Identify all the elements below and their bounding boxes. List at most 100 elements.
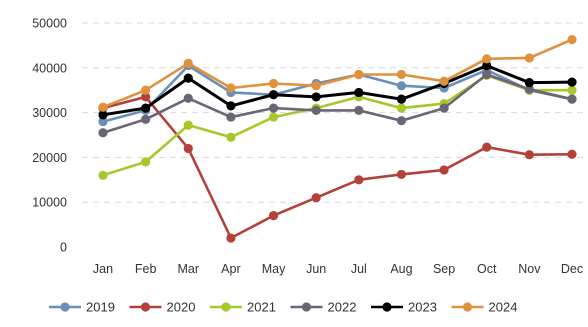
legend-swatch-marker <box>462 302 473 312</box>
x-axis-tick-labels: Jan Feb Mar Apr May Jun Jul Aug Sep Oct Nov Dec <box>93 262 583 276</box>
data-point <box>183 58 193 68</box>
series-line <box>102 38 573 109</box>
y-tick-label: 10000 <box>32 196 67 210</box>
data-point <box>268 112 279 122</box>
data-point <box>482 69 492 80</box>
data-point <box>396 94 407 104</box>
x-tick-label: Aug <box>390 262 412 276</box>
data-point <box>268 90 279 100</box>
data-point <box>567 149 577 159</box>
data-point <box>567 94 577 104</box>
data-point <box>311 81 321 91</box>
legend-swatch-marker <box>60 302 70 312</box>
data-point <box>98 110 108 120</box>
data-point <box>439 165 449 175</box>
legend-label: 2023 <box>408 300 437 315</box>
legend-label: 2020 <box>167 300 196 315</box>
data-point <box>311 92 321 102</box>
data-point <box>141 157 151 167</box>
legend-item-2020: 2020 <box>129 300 196 315</box>
data-point <box>98 102 108 112</box>
grid-lines <box>82 22 585 203</box>
data-point <box>396 103 407 113</box>
x-tick-label: Sep <box>433 262 455 276</box>
data-point <box>141 85 151 95</box>
legend-swatch-marker <box>301 302 312 312</box>
data-point <box>183 73 193 83</box>
data-point <box>396 116 407 126</box>
data-point <box>354 69 364 80</box>
data-point <box>567 34 577 45</box>
legend-item-2021: 2021 <box>210 300 276 315</box>
data-point <box>567 85 577 95</box>
legend-item-2022: 2022 <box>290 300 357 315</box>
x-tick-label: Feb <box>135 262 157 276</box>
data-point <box>268 78 279 89</box>
data-point <box>396 81 407 91</box>
legend-swatch-marker <box>382 302 392 312</box>
data-point <box>482 142 492 152</box>
legend-swatch-marker <box>140 302 151 312</box>
data-point <box>311 193 321 203</box>
data-point <box>524 150 534 160</box>
x-tick-label: Mar <box>178 262 200 276</box>
data-point <box>141 92 151 102</box>
data-point <box>567 77 577 87</box>
x-tick-label: Jul <box>351 262 367 276</box>
x-tick-label: Apr <box>221 262 240 276</box>
legend-swatch-marker <box>221 302 231 312</box>
data-point <box>98 128 108 138</box>
x-tick-label: May <box>262 262 286 276</box>
legend: 2019 2020 2021 2022 2023 2024 <box>49 300 517 315</box>
legend-label: 2019 <box>86 300 115 315</box>
series-2022 <box>98 69 577 138</box>
data-point <box>482 54 492 64</box>
legend-label: 2021 <box>247 300 276 315</box>
data-point <box>183 93 193 103</box>
data-point <box>268 211 279 221</box>
series-2023 <box>98 60 577 120</box>
data-point <box>439 76 449 86</box>
data-point <box>524 77 534 88</box>
y-tick-label: 30000 <box>32 106 67 120</box>
data-point <box>226 112 236 122</box>
data-point <box>98 116 108 127</box>
x-tick-label: Jan <box>93 262 113 276</box>
data-point <box>354 87 364 98</box>
data-point <box>396 169 407 180</box>
x-tick-label: Oct <box>477 262 497 276</box>
data-point <box>524 84 534 94</box>
y-tick-label: 0 <box>60 241 67 255</box>
data-point <box>439 103 449 113</box>
legend-item-2019: 2019 <box>49 300 115 315</box>
data-point <box>354 105 364 115</box>
series-2024 <box>98 34 577 112</box>
data-point <box>183 120 193 130</box>
series-lines <box>98 34 577 243</box>
legend-item-2024: 2024 <box>451 300 518 315</box>
data-point <box>311 105 321 115</box>
legend-label: 2022 <box>328 300 357 315</box>
data-point <box>524 53 534 63</box>
data-point <box>354 175 364 185</box>
data-point <box>141 114 151 124</box>
y-tick-label: 40000 <box>32 61 67 75</box>
series-2020 <box>98 92 577 243</box>
data-point <box>183 143 193 154</box>
data-point <box>226 233 236 243</box>
legend-item-2023: 2023 <box>371 300 437 315</box>
series-line <box>102 73 573 135</box>
series-line <box>102 64 573 117</box>
legend-label: 2024 <box>489 300 518 315</box>
data-point <box>268 103 279 113</box>
y-axis-tick-labels: 0 10000 20000 30000 40000 50000 <box>32 17 67 255</box>
series-line <box>102 95 573 240</box>
data-point <box>141 103 151 113</box>
y-tick-label: 20000 <box>32 151 67 165</box>
data-point <box>98 170 108 180</box>
data-point <box>226 101 236 111</box>
x-tick-label: Nov <box>518 262 541 276</box>
data-point <box>226 83 236 93</box>
x-tick-label: Jun <box>306 262 326 276</box>
